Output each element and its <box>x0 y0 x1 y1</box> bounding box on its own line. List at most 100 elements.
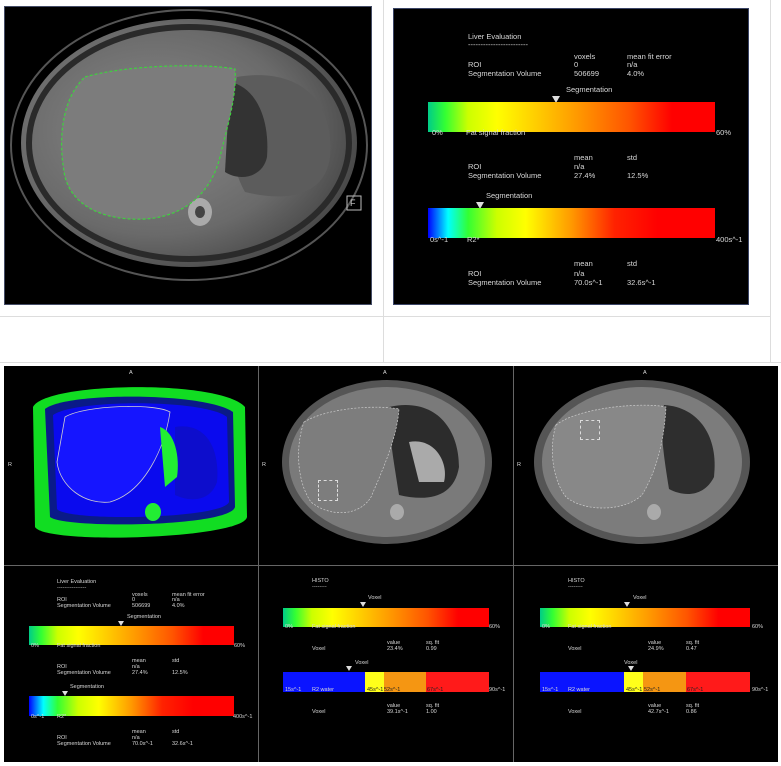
orient-a-2: A <box>383 370 387 376</box>
bm-dashes: -------- <box>312 584 327 590</box>
bl-r2-seg: Segmentation Volume <box>57 741 111 747</box>
r2-map-viewport[interactable]: A R <box>5 367 257 564</box>
bl-seg-voxels: 506699 <box>132 603 151 609</box>
bm-r2-seg-yellow <box>365 672 384 692</box>
bl-fat-roi: ROI <box>57 664 67 670</box>
bl-fat-col-std: std <box>172 658 180 664</box>
bl-title: Liver Evaluation <box>57 579 97 585</box>
br-fat-voxel: Voxel <box>568 646 582 652</box>
top-mri-image <box>10 9 368 281</box>
fat-min-label: 0% <box>432 128 443 137</box>
br-r2-value: 42.7s^-1 <box>648 709 669 715</box>
r2-min-label: 0s^-1 <box>430 235 449 244</box>
bm-r2-col-fit: sq. fit <box>426 703 440 709</box>
orient-r-1: R <box>8 462 12 468</box>
br-r2-min: 15s^-1 <box>542 687 559 693</box>
fat-col-std: std <box>627 153 638 162</box>
fat-fraction-colorbar <box>428 102 715 132</box>
bm-r2-marker-label: Voxel <box>355 660 369 666</box>
top-grid-divider-bottom <box>0 362 781 363</box>
bl-fat-max: 60% <box>234 643 246 649</box>
bl-fat-seg: Segmentation Volume <box>57 670 111 676</box>
bm-r2-seg-orange <box>384 672 426 692</box>
roi-box-mid[interactable] <box>318 480 338 501</box>
bl-col-voxels: voxels <box>132 592 148 598</box>
bl-r2-max: 400s^-1 <box>233 714 253 720</box>
br-r2-t2: 52s^-1 <box>644 687 661 693</box>
bl-seg-fit: 4.0% <box>172 603 185 609</box>
r2-col-std: std <box>627 259 638 268</box>
top-grid-divider-v <box>383 0 384 362</box>
bl-fat-name: Fat signal fraction <box>57 643 101 649</box>
br-fat-col-value: value <box>648 640 662 646</box>
top-mri-viewport[interactable]: F <box>4 6 372 305</box>
fat-seg-std: 12.5% <box>627 171 649 180</box>
liver-eval-title: Liver Evaluation <box>468 32 522 41</box>
bm-fat-marker <box>360 602 366 607</box>
bm-r2-min: 15s^-1 <box>285 687 302 693</box>
bm-r2-seg-blue <box>283 672 365 692</box>
bl-fat-min: 0% <box>31 643 39 649</box>
fat-seg-label: Segmentation Volume <box>468 171 542 180</box>
bl-fat-marker-label: Segmentation <box>127 614 161 620</box>
row-seg-label: Segmentation Volume <box>468 69 542 78</box>
bl-r2-col-std: std <box>172 729 180 735</box>
bl-col-fit: mean fit error <box>172 592 205 598</box>
bl-r2-seg-std: 32.6s^-1 <box>172 741 193 747</box>
bl-fat-marker <box>118 621 124 626</box>
bl-r2-name: R2* <box>57 714 67 720</box>
fat-max-label: 60% <box>716 128 732 137</box>
r2-seg-label: Segmentation Volume <box>468 278 542 287</box>
bm-r2-max: 90s^-1 <box>489 687 506 693</box>
bl-seg: Segmentation Volume <box>57 603 111 609</box>
liver-eval-divider: ------------------------ <box>468 40 528 49</box>
bl-r2-marker <box>62 691 68 696</box>
top-grid-divider-right <box>770 0 771 362</box>
mri-viewport-3[interactable]: A R <box>514 367 777 564</box>
bl-fat-seg-std: 12.5% <box>172 670 188 676</box>
fat-seg-mean: 27.4% <box>574 171 596 180</box>
bl-r2-seg-mean: 70.0s^-1 <box>132 741 153 747</box>
bm-fat-min: 0% <box>285 624 293 630</box>
bl-fat-col-mean: mean <box>132 658 146 664</box>
br-title: HISTO <box>568 578 585 584</box>
bottom-divider-v2 <box>513 366 514 762</box>
bottom-right-results: HISTO -------- Voxel 0% Fat signal fract… <box>514 566 777 762</box>
col-mean-fit-error: mean fit error <box>627 52 672 61</box>
top-grid-divider-h <box>0 316 771 317</box>
fat-segmentation-marker <box>552 96 560 103</box>
bm-r2-col-value: value <box>387 703 401 709</box>
row-seg-voxels: 506699 <box>574 69 600 78</box>
bottom-mid-results: HISTO -------- Voxel 0% Fat signal fract… <box>259 566 512 762</box>
bm-r2-t3: 67s^-1 <box>427 687 444 693</box>
br-fat-marker <box>624 602 630 607</box>
bm-fat-fit: 0.99 <box>426 646 437 652</box>
r2-seg-std: 32.6s^-1 <box>627 278 656 287</box>
bm-r2-t1: 45s^-1 <box>367 687 384 693</box>
br-fat-min: 0% <box>542 624 550 630</box>
bottom-left-results: Liver Evaluation ---------------- voxels… <box>5 566 257 762</box>
r2-roi-label: ROI <box>468 269 482 278</box>
r2-map-image <box>5 367 257 564</box>
bm-fat-marker-label: Voxel <box>368 595 382 601</box>
br-fat-marker-label: Voxel <box>633 595 647 601</box>
br-r2-fit: 0.86 <box>686 709 697 715</box>
br-r2-max: 90s^-1 <box>752 687 769 693</box>
bm-r2-fit: 1.00 <box>426 709 437 715</box>
bm-fat-max: 60% <box>489 624 501 630</box>
fat-roi-mean: n/a <box>574 162 585 171</box>
bm-r2-voxel: Voxel <box>312 709 326 715</box>
mri-image-2 <box>259 367 512 564</box>
orient-a-1: A <box>129 370 133 376</box>
fat-marker-label: Segmentation <box>566 85 613 94</box>
br-r2-t1: 45s^-1 <box>626 687 643 693</box>
roi-box-right[interactable] <box>580 420 600 440</box>
bottom-divider-v1 <box>258 366 259 762</box>
br-r2-seg-yellow <box>624 672 643 692</box>
br-r2-col-fit: sq. fit <box>686 703 700 709</box>
bl-r2-marker-label: Segmentation <box>70 684 104 690</box>
bl-r2-roi: ROI <box>57 735 67 741</box>
bl-r2-roi-mean: n/a <box>132 735 140 741</box>
mri-viewport-2[interactable]: A R <box>259 367 512 564</box>
r2-name-label: R2* <box>467 235 480 244</box>
